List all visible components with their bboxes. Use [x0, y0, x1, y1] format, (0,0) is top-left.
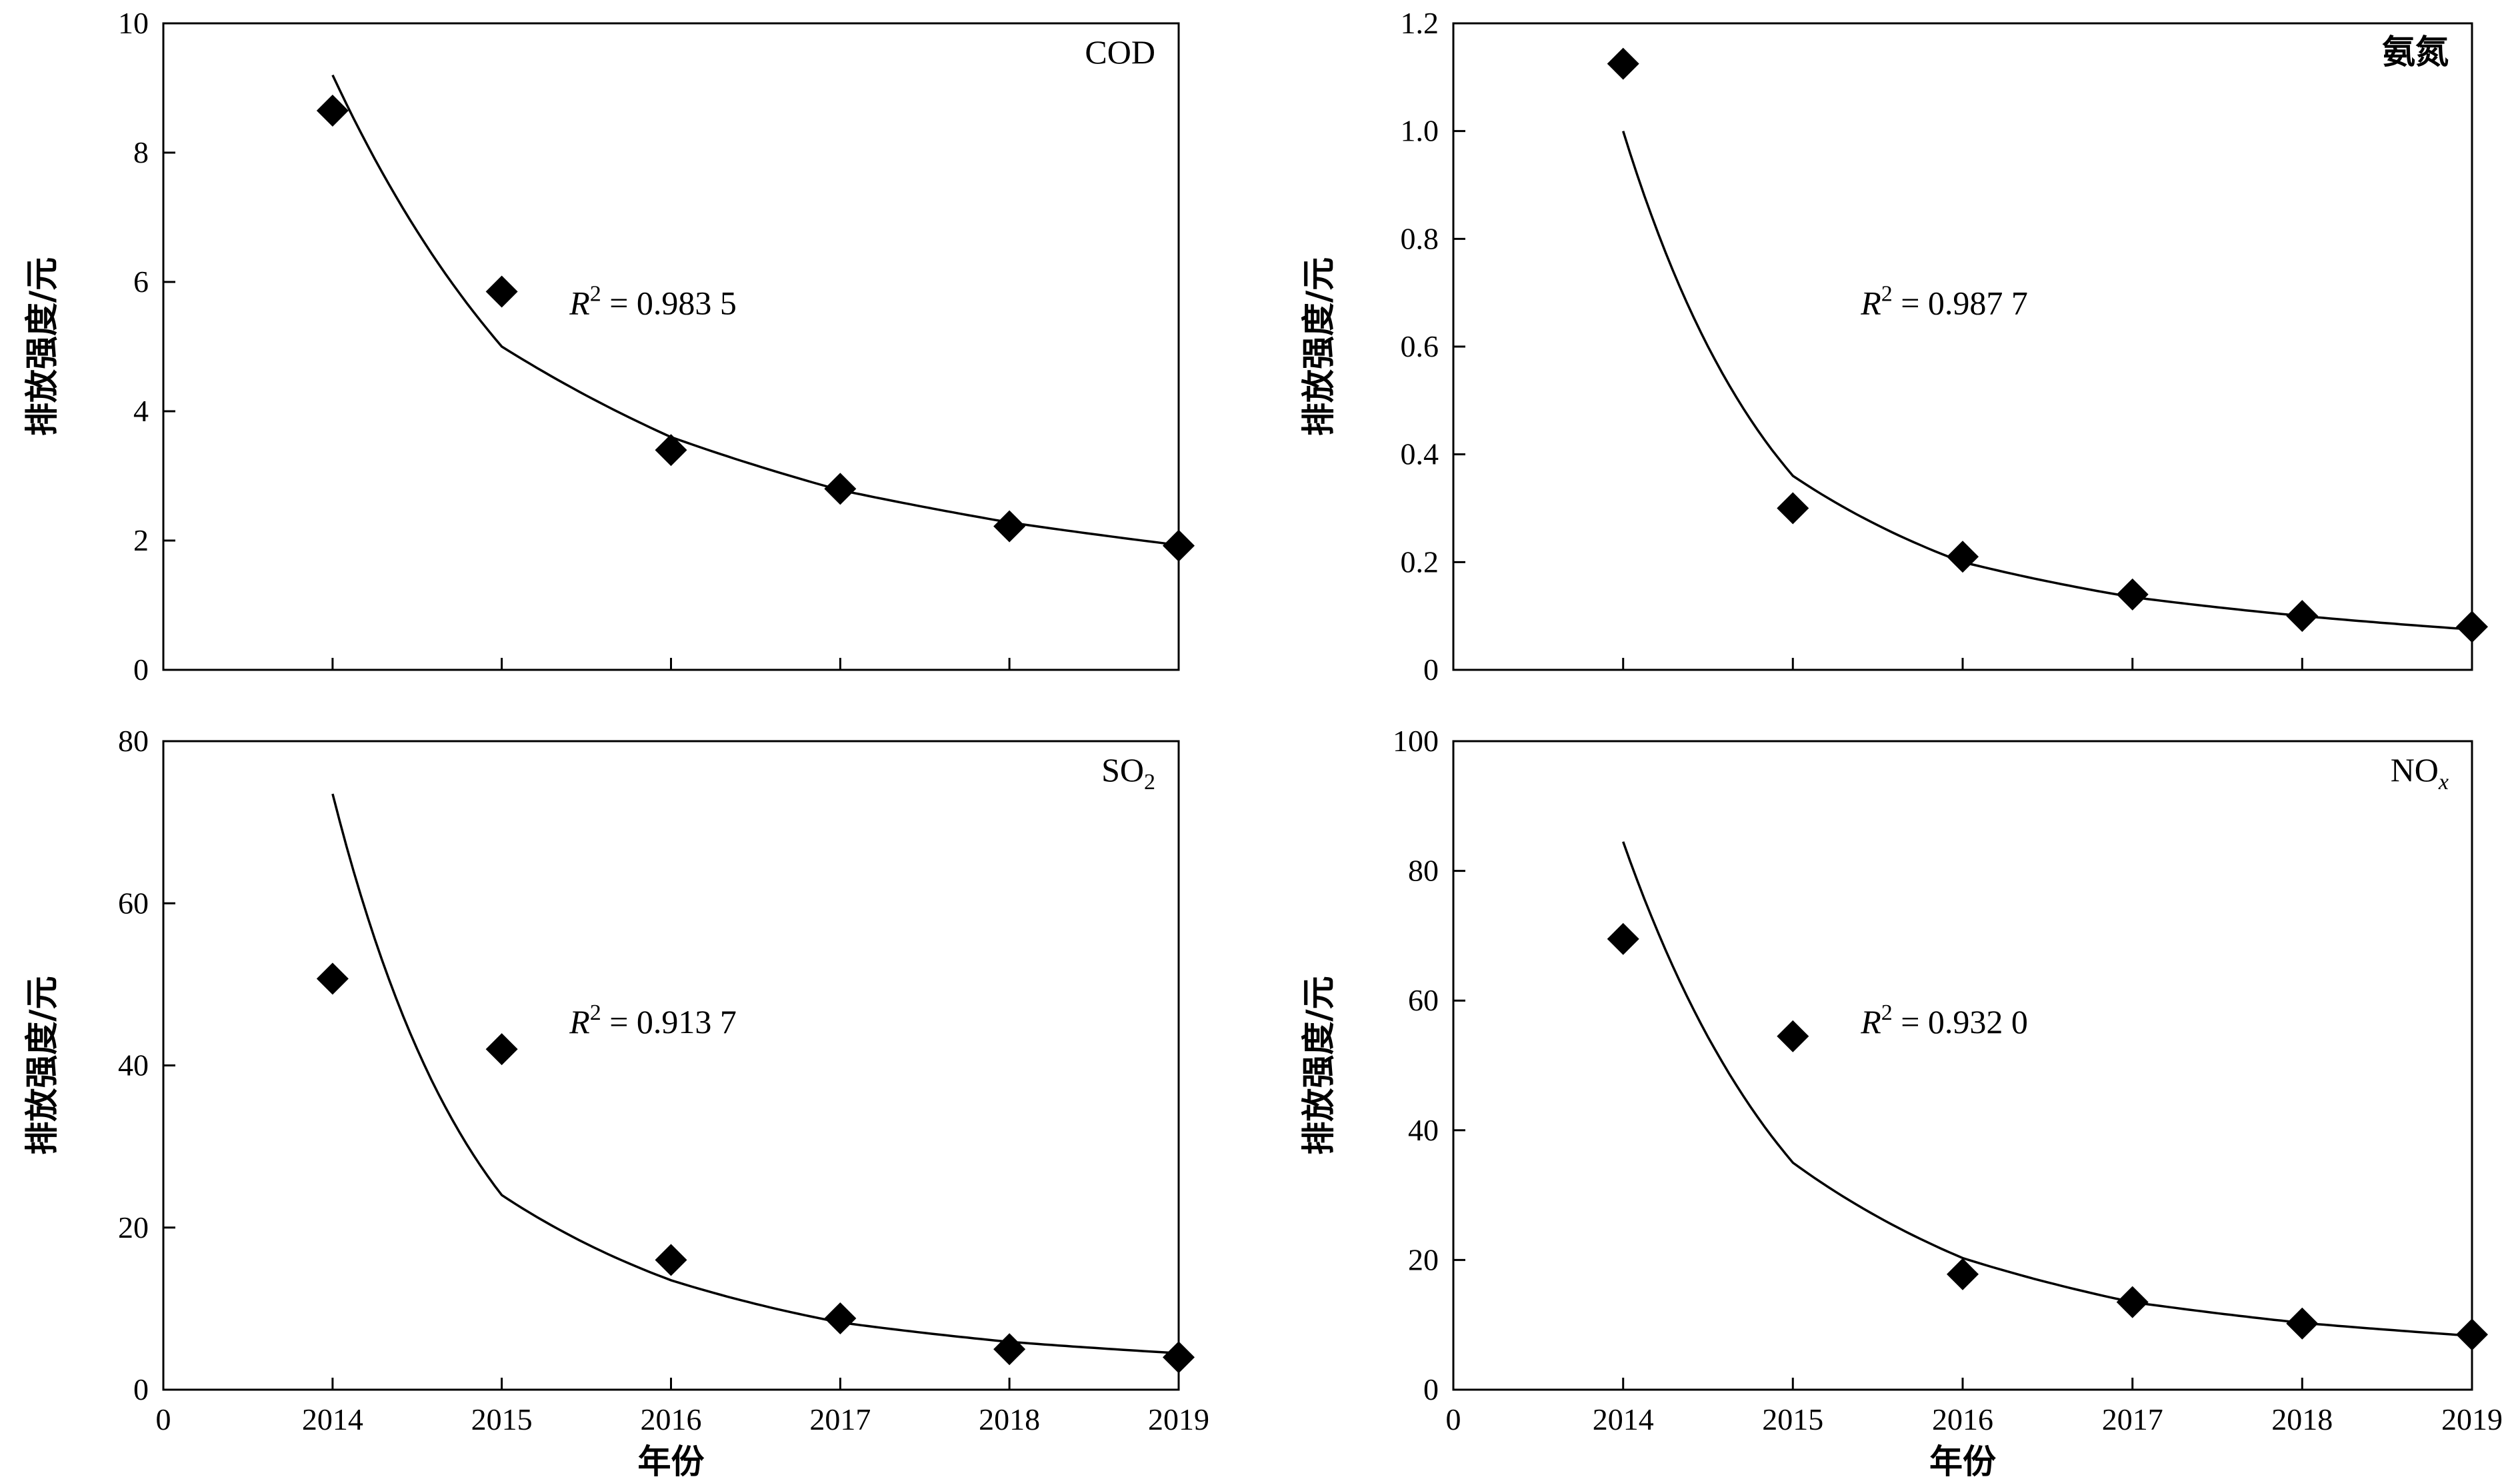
y-tick-label-0-5: 10	[118, 6, 149, 40]
y-tick-label-2-2: 40	[118, 1048, 149, 1082]
x-tick-label-3-2: 2015	[1762, 1402, 1823, 1436]
plot-frame-1	[1452, 22, 2473, 671]
plot-frame-0	[162, 22, 1180, 671]
x-tick-label-3-3: 2016	[1932, 1402, 1993, 1436]
x-tick-label-2-0: 0	[156, 1402, 171, 1436]
x-tick-label-3-5: 2018	[2271, 1402, 2333, 1436]
y-axis-label-0: 排放强度/元	[23, 257, 61, 436]
data-point-2-2	[655, 1244, 687, 1276]
y-tick-label-1-2: 0.4	[1401, 437, 1439, 471]
panel-title-1: 氨氮	[2382, 33, 2449, 71]
x-tick-label-2-2: 2015	[471, 1402, 533, 1436]
y-tick-label-0-4: 8	[133, 135, 149, 169]
y-tick-label-1-4: 0.8	[1401, 221, 1439, 255]
data-point-0-1	[485, 275, 518, 308]
y-tick-label-0-0: 0	[133, 653, 149, 687]
x-tick-label-3-0: 0	[1446, 1402, 1461, 1436]
data-point-0-5	[1163, 529, 1195, 562]
r2-annotation-0: R2 = 0.983 5	[569, 282, 737, 322]
data-point-3-4	[2286, 1307, 2319, 1340]
y-tick-label-0-3: 6	[133, 265, 149, 299]
y-tick-label-3-3: 60	[1408, 983, 1439, 1017]
data-point-3-1	[1777, 1020, 1809, 1052]
data-point-3-2	[1947, 1258, 1979, 1290]
data-point-0-2	[655, 434, 687, 467]
data-point-0-3	[824, 473, 857, 505]
y-tick-label-2-0: 0	[133, 1372, 149, 1406]
data-point-1-3	[2116, 578, 2149, 611]
plot-frame-2	[162, 740, 1180, 1391]
x-tick-label-2-3: 2016	[641, 1402, 702, 1436]
fit-curve-1	[1622, 131, 2473, 631]
r2-annotation-1: R2 = 0.987 7	[1860, 282, 2028, 322]
y-tick-label-1-6: 1.2	[1401, 6, 1439, 40]
data-point-0-0	[316, 94, 349, 127]
data-point-2-4	[993, 1333, 1026, 1366]
y-tick-label-1-0: 0	[1423, 653, 1439, 687]
y-tick-label-1-5: 1.0	[1401, 114, 1439, 148]
data-point-1-5	[2456, 611, 2488, 643]
y-tick-label-0-1: 2	[133, 523, 149, 557]
x-tick-label-2-6: 2019	[1148, 1402, 1209, 1436]
r2-annotation-3: R2 = 0.932 0	[1860, 1000, 2028, 1040]
y-tick-label-3-4: 80	[1408, 854, 1439, 888]
y-tick-label-3-0: 0	[1423, 1372, 1439, 1406]
x-tick-label-3-6: 2019	[2441, 1402, 2503, 1436]
x-tick-label-2-4: 2017	[809, 1402, 871, 1436]
y-tick-label-0-2: 4	[133, 394, 149, 428]
r2-annotation-2: R2 = 0.913 7	[569, 1000, 737, 1040]
data-point-0-4	[993, 510, 1026, 543]
data-point-3-0	[1607, 922, 1639, 955]
x-tick-label-3-1: 2014	[1593, 1402, 1654, 1436]
x-axis-label-2: 年份	[638, 1442, 705, 1480]
x-tick-label-3-4: 2017	[2102, 1402, 2163, 1436]
y-tick-label-2-3: 60	[118, 886, 149, 920]
data-point-1-4	[2286, 600, 2319, 633]
data-point-3-5	[2456, 1318, 2488, 1351]
data-point-2-3	[824, 1302, 857, 1334]
y-tick-label-3-2: 40	[1408, 1113, 1439, 1147]
y-tick-label-2-1: 20	[118, 1210, 149, 1244]
data-point-1-2	[1947, 541, 1979, 573]
data-point-2-5	[1163, 1341, 1195, 1374]
panel-title-3: NOx	[2391, 751, 2449, 794]
data-point-2-1	[485, 1033, 518, 1066]
y-tick-label-1-1: 0.2	[1401, 545, 1439, 579]
y-axis-label-1: 排放强度/元	[1299, 257, 1338, 436]
x-tick-label-2-1: 2014	[302, 1402, 363, 1436]
data-point-3-3	[2116, 1286, 2149, 1318]
fit-curve-0	[331, 74, 1179, 547]
y-axis-label-3: 排放强度/元	[1299, 976, 1338, 1154]
fit-curve-3	[1622, 841, 2473, 1337]
panel-title-2: SO2	[1101, 751, 1155, 794]
y-axis-label-2: 排放强度/元	[23, 976, 61, 1154]
panel-title-0: COD	[1085, 33, 1155, 71]
data-point-1-0	[1607, 47, 1639, 80]
x-axis-label-3: 年份	[1929, 1442, 1996, 1480]
y-tick-label-3-1: 20	[1408, 1242, 1439, 1276]
y-tick-label-1-3: 0.6	[1401, 329, 1439, 363]
data-point-1-1	[1777, 492, 1809, 525]
x-tick-label-2-5: 2018	[979, 1402, 1040, 1436]
data-point-2-0	[316, 962, 349, 995]
fit-curve-2	[331, 793, 1179, 1355]
y-tick-label-3-5: 100	[1393, 724, 1439, 758]
plot-frame-3	[1452, 740, 2473, 1391]
y-tick-label-2-4: 80	[118, 724, 149, 758]
